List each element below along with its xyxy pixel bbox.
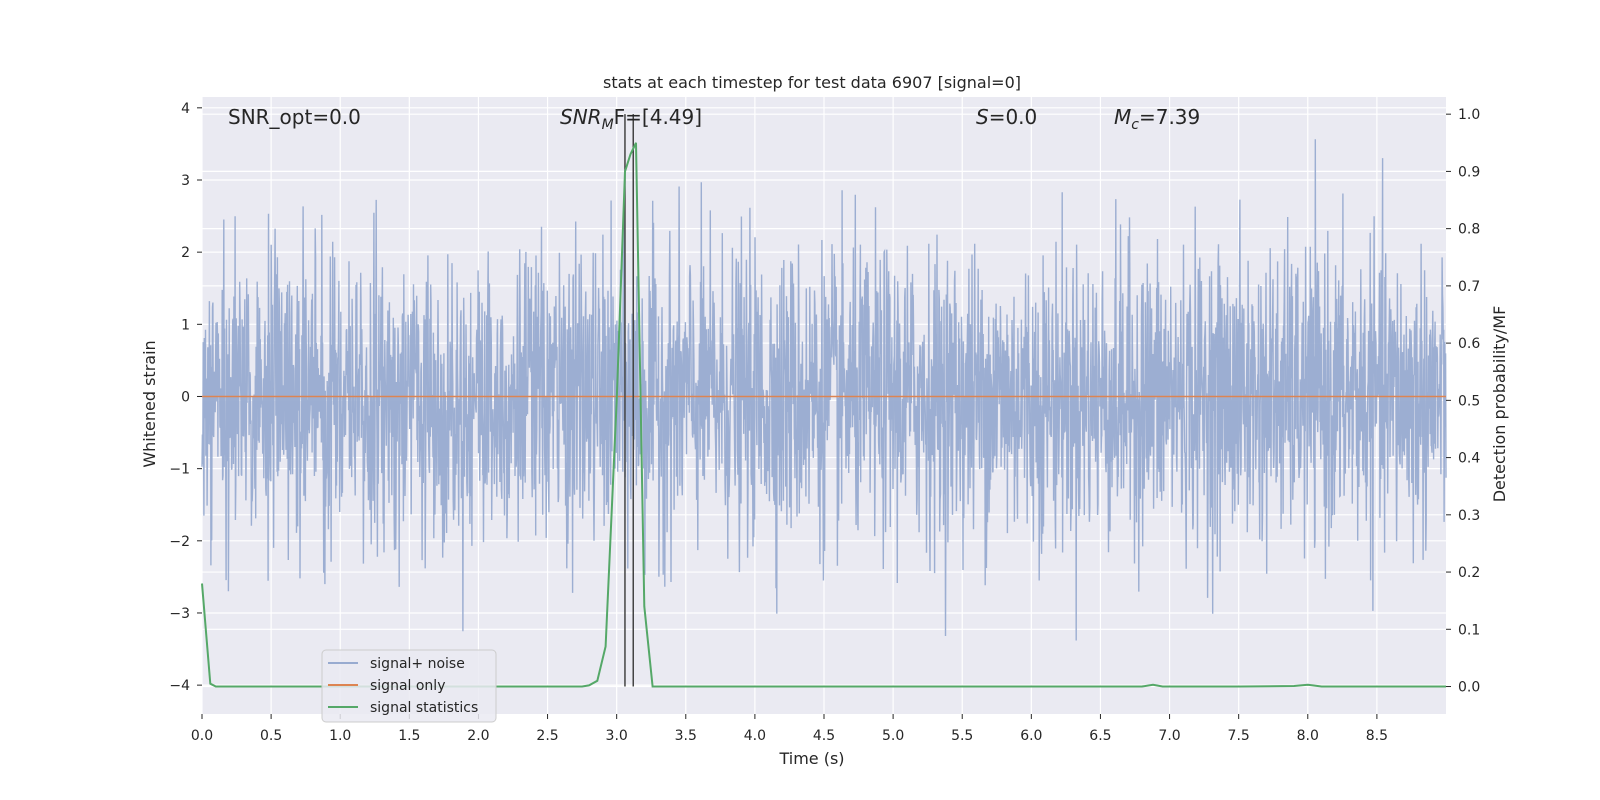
x-tick-label-11: 5.5 <box>951 728 973 744</box>
x-tick-label-6: 3.0 <box>606 728 628 744</box>
signal-noise-line <box>201 139 1447 641</box>
x-tick-label-16: 8.0 <box>1297 728 1319 744</box>
x-tick-label-2: 1.0 <box>329 728 351 744</box>
x-tick-label-5: 2.5 <box>536 728 558 744</box>
annotation-mc-sub: c <box>1131 117 1139 133</box>
annotation-s: S=0.0 <box>976 105 1037 129</box>
x-tick-label-12: 6.0 <box>1020 728 1042 744</box>
y-tick-label-1: 3 <box>181 173 190 189</box>
y2-axis-label: Detection probability/MF <box>1490 306 1509 503</box>
y2-tick-label-1: 0.9 <box>1458 164 1480 180</box>
series-signal-noise <box>201 139 1447 641</box>
y-tick-label-4: 0 <box>181 389 190 405</box>
y2-tick-label-3: 0.7 <box>1458 279 1480 295</box>
annotation-mc-rest: =7.39 <box>1139 105 1200 129</box>
marker-lines <box>624 114 635 687</box>
y-tick-label-8: −4 <box>169 678 190 694</box>
y2-tick-label-0: 1.0 <box>1458 107 1480 123</box>
x-tick-label-4: 2.0 <box>467 728 489 744</box>
y2-tick-label-4: 0.6 <box>1458 336 1480 352</box>
legend-label-signal-only: signal only <box>370 678 445 694</box>
annotation-mc: Mc=7.39 <box>1114 105 1200 133</box>
y-tick-label-0: 4 <box>181 101 190 117</box>
x-tick-label-17: 8.5 <box>1366 728 1388 744</box>
annotation-snr-mf-rest: F=[4.49] <box>614 105 702 129</box>
y2-tick-label-8: 0.2 <box>1458 565 1480 581</box>
legend-box <box>321 649 497 723</box>
y2-tick-label-5: 0.5 <box>1458 393 1480 409</box>
x-axis-label: Time (s) <box>778 749 844 768</box>
y-tick-label-6: −2 <box>169 534 190 550</box>
legend: signal+ noise signal only signal statist… <box>321 649 497 723</box>
y2-tick-label-7: 0.3 <box>1458 508 1480 524</box>
legend-label-signal-statistics: signal statistics <box>370 700 478 716</box>
y-axis-label: Whitened strain <box>140 340 159 467</box>
y2-tick-label-6: 0.4 <box>1458 451 1480 467</box>
x-tick-label-7: 3.5 <box>675 728 697 744</box>
x-tick-label-9: 4.5 <box>813 728 835 744</box>
y-tick-label-7: −3 <box>169 606 190 622</box>
axis-ticks: 0.0 0.5 1.0 1.5 2.0 2.5 3.0 3.5 4.0 4.5 5.0 5.5 6.0 6… <box>169 101 1480 744</box>
annotation-s-rest: =0.0 <box>989 105 1038 129</box>
y2-tick-label-10: 0.0 <box>1458 680 1480 696</box>
y2-tick-label-9: 0.1 <box>1458 622 1480 638</box>
x-tick-label-1: 0.5 <box>260 728 282 744</box>
x-tick-label-8: 4.0 <box>744 728 766 744</box>
y-tick-label-2: 2 <box>181 245 190 261</box>
x-tick-label-0: 0.0 <box>191 728 213 744</box>
annotation-mc-main: M <box>1114 105 1131 129</box>
legend-label-signal-noise: signal+ noise <box>370 656 465 672</box>
x-tick-label-13: 6.5 <box>1089 728 1111 744</box>
annotation-snr-mf-sub: M <box>602 117 614 133</box>
x-tick-label-3: 1.5 <box>398 728 420 744</box>
y-tick-label-3: 1 <box>181 317 190 333</box>
annotation-snr-opt: SNR_opt=0.0 <box>228 105 361 129</box>
y2-tick-label-2: 0.8 <box>1458 222 1480 238</box>
annotation-s-main: S <box>976 105 989 129</box>
x-tick-label-15: 7.5 <box>1228 728 1250 744</box>
y-tick-label-5: −1 <box>169 462 190 478</box>
x-tick-label-14: 7.0 <box>1158 728 1180 744</box>
annotation-snr-mf: SNRMF=[4.49] <box>560 105 702 133</box>
x-tick-label-10: 5.0 <box>882 728 904 744</box>
chart-title: stats at each timestep for test data 690… <box>603 73 1021 92</box>
annotation-snr-mf-main: SNR <box>560 105 602 129</box>
